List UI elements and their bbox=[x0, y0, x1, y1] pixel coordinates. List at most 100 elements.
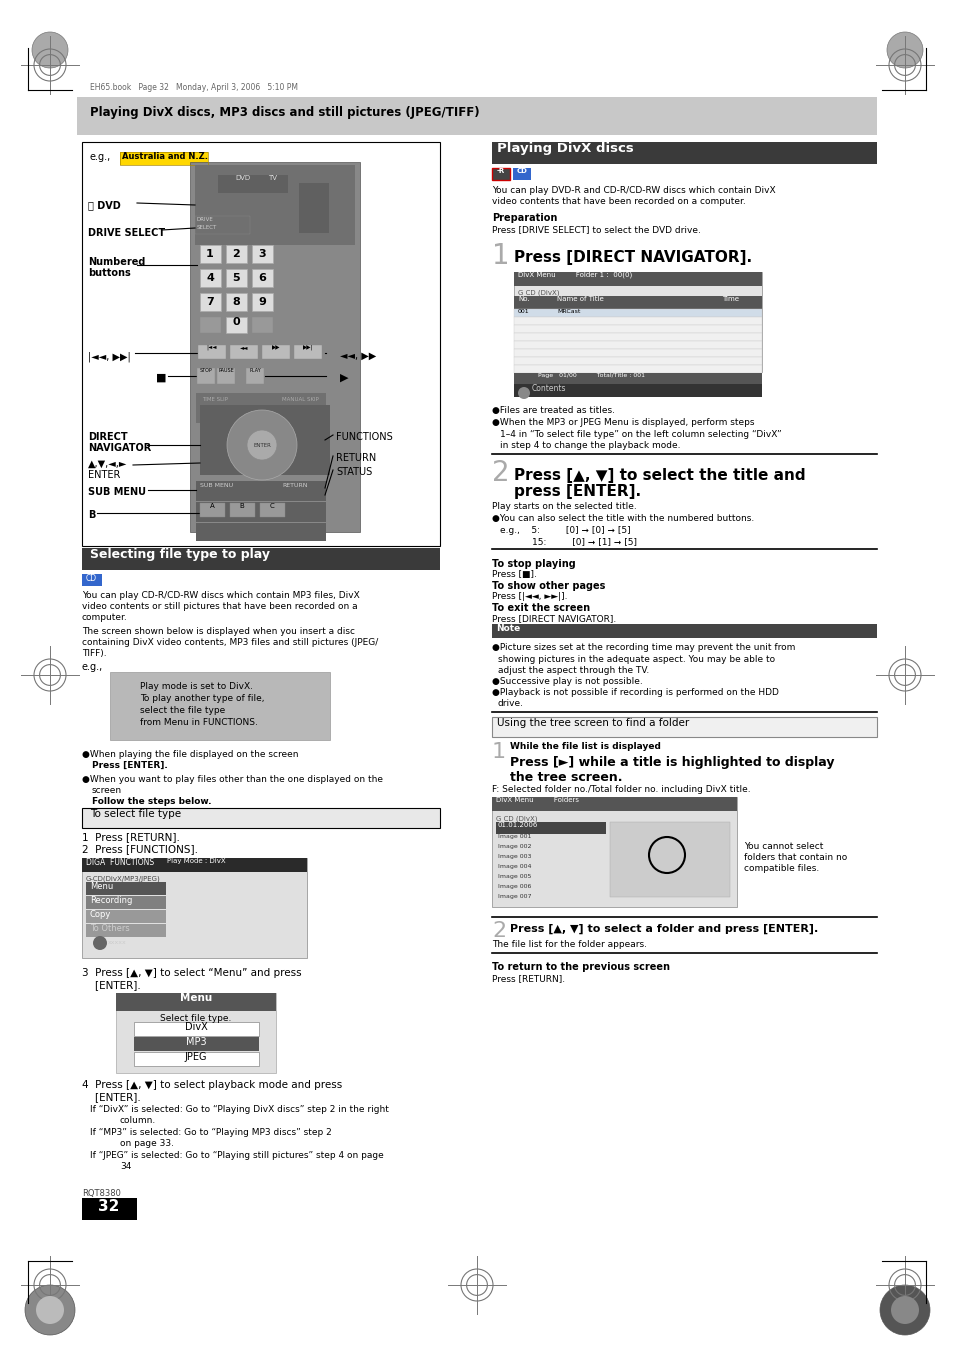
Text: Playing DivX discs, MP3 discs and still pictures (JPEG/TIFF): Playing DivX discs, MP3 discs and still … bbox=[90, 105, 479, 119]
Text: 1  Press [RETURN].: 1 Press [RETURN]. bbox=[82, 832, 180, 842]
Bar bbox=[294, 345, 322, 359]
Text: 1: 1 bbox=[492, 242, 509, 270]
Text: Play starts on the selected title.: Play starts on the selected title. bbox=[492, 503, 636, 511]
Text: Play Mode : DivX: Play Mode : DivX bbox=[167, 858, 226, 865]
Bar bbox=[226, 245, 247, 263]
Text: drive.: drive. bbox=[497, 698, 523, 708]
Bar bbox=[513, 168, 531, 180]
Bar bbox=[116, 993, 275, 1073]
Text: 34: 34 bbox=[120, 1162, 132, 1171]
Text: column.: column. bbox=[120, 1116, 156, 1125]
Text: |◄◄, ▶▶|: |◄◄, ▶▶| bbox=[88, 351, 131, 362]
Text: screen: screen bbox=[91, 786, 122, 794]
Text: DVD: DVD bbox=[234, 176, 250, 181]
Bar bbox=[86, 882, 166, 894]
Text: 2: 2 bbox=[232, 249, 239, 259]
Circle shape bbox=[517, 386, 530, 399]
Text: If “DivX” is selected: Go to “Playing DivX discs” step 2 in the right: If “DivX” is selected: Go to “Playing Di… bbox=[90, 1105, 389, 1115]
Text: MRCast: MRCast bbox=[557, 309, 579, 313]
Text: SUB MENU: SUB MENU bbox=[200, 484, 233, 488]
Text: CD: CD bbox=[516, 168, 527, 174]
Bar bbox=[200, 503, 225, 517]
Text: Image 006: Image 006 bbox=[497, 884, 531, 889]
Text: B: B bbox=[239, 503, 244, 509]
Text: ●When you want to play files other than the one displayed on the: ●When you want to play files other than … bbox=[82, 775, 382, 784]
Bar bbox=[110, 671, 330, 740]
Text: EH65.book   Page 32   Monday, April 3, 2006   5:10 PM: EH65.book Page 32 Monday, April 3, 2006 … bbox=[90, 82, 297, 92]
Circle shape bbox=[247, 430, 276, 459]
Bar bbox=[82, 142, 439, 546]
Text: MP3: MP3 bbox=[186, 1038, 206, 1047]
Bar bbox=[194, 165, 355, 245]
Bar bbox=[514, 317, 761, 326]
Circle shape bbox=[32, 32, 68, 68]
Text: ●Successive play is not possible.: ●Successive play is not possible. bbox=[492, 677, 642, 686]
Text: TV: TV bbox=[268, 176, 276, 181]
Text: e.g.,: e.g., bbox=[90, 153, 112, 162]
Bar bbox=[82, 1198, 137, 1220]
Bar bbox=[514, 326, 761, 332]
Bar bbox=[195, 345, 326, 359]
Circle shape bbox=[879, 1285, 929, 1335]
Text: 1: 1 bbox=[492, 742, 506, 762]
Bar bbox=[86, 896, 166, 909]
Bar bbox=[514, 272, 761, 372]
Text: A: A bbox=[210, 503, 214, 509]
Text: The screen shown below is displayed when you insert a disc: The screen shown below is displayed when… bbox=[82, 627, 355, 636]
Text: [ENTER].: [ENTER]. bbox=[82, 1092, 141, 1102]
Bar bbox=[514, 365, 761, 373]
Text: ▶▶: ▶▶ bbox=[272, 345, 280, 350]
Bar bbox=[82, 858, 307, 958]
Bar bbox=[195, 367, 241, 385]
Text: STATUS: STATUS bbox=[335, 467, 372, 477]
Circle shape bbox=[36, 1296, 64, 1324]
Text: CD: CD bbox=[86, 574, 96, 584]
Bar bbox=[116, 993, 275, 1011]
Text: 1: 1 bbox=[206, 249, 213, 259]
Text: 9: 9 bbox=[258, 297, 266, 307]
Bar bbox=[200, 269, 221, 286]
Bar bbox=[200, 293, 221, 311]
Text: To play another type of file,: To play another type of file, bbox=[140, 694, 264, 703]
Bar bbox=[133, 1021, 258, 1036]
Bar bbox=[195, 523, 326, 540]
Text: 001: 001 bbox=[517, 309, 529, 313]
Text: Selecting file type to play: Selecting file type to play bbox=[90, 549, 270, 561]
Bar bbox=[77, 97, 876, 135]
Text: Press [ENTER].: Press [ENTER]. bbox=[91, 761, 168, 770]
Text: 3: 3 bbox=[258, 249, 266, 259]
Text: SELECT: SELECT bbox=[196, 226, 217, 230]
Text: ▶: ▶ bbox=[339, 373, 348, 382]
Text: Menu: Menu bbox=[90, 882, 113, 892]
Text: Menu: Menu bbox=[180, 993, 212, 1002]
Text: The file list for the folder appears.: The file list for the folder appears. bbox=[492, 940, 646, 948]
Bar bbox=[262, 345, 290, 359]
Text: 0: 0 bbox=[232, 317, 239, 327]
Text: Image 002: Image 002 bbox=[497, 844, 531, 848]
Text: ●You can also select the title with the numbered buttons.: ●You can also select the title with the … bbox=[492, 513, 754, 523]
Text: To show other pages: To show other pages bbox=[492, 581, 605, 590]
Text: DIGA  FUNCTIONS: DIGA FUNCTIONS bbox=[86, 858, 154, 867]
Text: While the file list is displayed: While the file list is displayed bbox=[510, 742, 660, 751]
Text: 2: 2 bbox=[492, 921, 506, 942]
Text: PLAY: PLAY bbox=[249, 367, 260, 373]
Text: Press [■].: Press [■]. bbox=[492, 570, 537, 580]
Text: ENTER: ENTER bbox=[253, 443, 271, 449]
Bar bbox=[226, 317, 247, 332]
Text: 2: 2 bbox=[492, 459, 509, 486]
Text: Play mode is set to DivX.: Play mode is set to DivX. bbox=[140, 682, 253, 690]
Text: video contents that have been recorded on a computer.: video contents that have been recorded o… bbox=[492, 197, 745, 205]
Text: ●When the MP3 or JPEG Menu is displayed, perform steps: ●When the MP3 or JPEG Menu is displayed,… bbox=[492, 417, 754, 427]
Text: Press [DIRECT NAVIGATOR].: Press [DIRECT NAVIGATOR]. bbox=[514, 250, 751, 265]
Text: adjust the aspect through the TV.: adjust the aspect through the TV. bbox=[497, 666, 649, 676]
Text: press [ENTER].: press [ENTER]. bbox=[514, 484, 640, 499]
Text: xxxxx: xxxxx bbox=[108, 940, 127, 944]
Text: Select file type.: Select file type. bbox=[160, 1015, 232, 1023]
Text: Recording: Recording bbox=[90, 896, 132, 905]
Text: select the file type: select the file type bbox=[140, 707, 225, 715]
Text: Playing DivX discs: Playing DivX discs bbox=[497, 142, 633, 155]
Bar bbox=[260, 503, 285, 517]
Text: Press [|◄◄, ►►|].: Press [|◄◄, ►►|]. bbox=[492, 592, 567, 601]
Bar bbox=[82, 858, 307, 871]
Circle shape bbox=[92, 936, 107, 950]
